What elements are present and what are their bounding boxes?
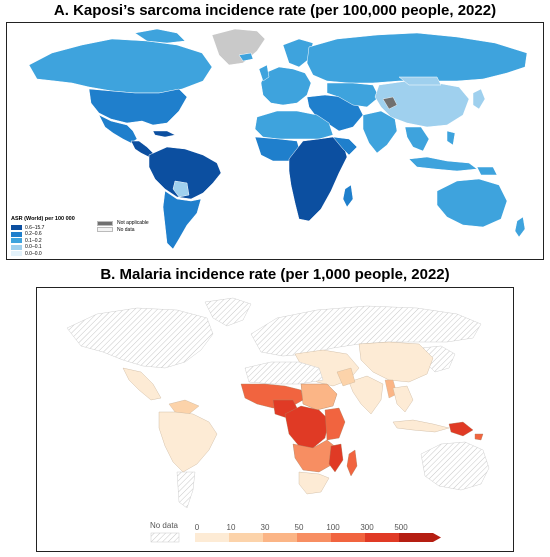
legend-label: 0.6–15.7 bbox=[25, 224, 45, 231]
philippines bbox=[446, 130, 456, 146]
scale-tick-label: 100 bbox=[326, 523, 340, 532]
india-endemic bbox=[348, 375, 384, 415]
arctic-islands bbox=[134, 28, 186, 44]
europe-west bbox=[260, 66, 312, 106]
bolivia bbox=[172, 180, 190, 198]
legend-label: 0.0–0.0 bbox=[25, 250, 42, 257]
scale-segment-2 bbox=[263, 533, 297, 542]
no-data-label-b: No data bbox=[149, 521, 179, 530]
japan-korea bbox=[472, 88, 486, 110]
caribbean bbox=[152, 130, 176, 138]
central-africa bbox=[284, 405, 330, 449]
legend-bin-1: 0.2–0.6 bbox=[11, 231, 75, 238]
north-america-nodata bbox=[66, 307, 214, 369]
papua-new-guinea-endemic bbox=[448, 421, 474, 437]
not-applicable-region bbox=[382, 96, 398, 110]
scale-segment-1 bbox=[229, 533, 263, 542]
mexico-central-america bbox=[122, 367, 162, 401]
east-africa bbox=[324, 407, 346, 441]
no-data-swatch-b bbox=[150, 532, 180, 543]
not-applicable-swatch bbox=[97, 220, 113, 226]
legend-bin-0: 0.6–15.7 bbox=[11, 225, 75, 232]
legend-swatch bbox=[11, 251, 22, 257]
india bbox=[362, 110, 398, 154]
scale-tick-label: 30 bbox=[261, 523, 270, 532]
legend-bin-3: 0.0–0.1 bbox=[11, 244, 75, 251]
north-africa bbox=[244, 361, 324, 385]
legend-label: 0.0–0.1 bbox=[25, 244, 42, 250]
south-south-america-nodata bbox=[176, 471, 196, 509]
malaria-color-scale: 0 10 30 50 100 300 500 bbox=[150, 523, 441, 543]
new-zealand bbox=[514, 216, 526, 238]
south-america-north bbox=[148, 146, 222, 200]
mongolia bbox=[398, 76, 442, 86]
scale-arrow bbox=[433, 533, 441, 542]
north-africa bbox=[254, 110, 334, 140]
panel-a-title: A. Kaposi’s sarcoma incidence rate (per … bbox=[53, 2, 497, 19]
malaria-map-svg bbox=[66, 297, 490, 509]
iceland bbox=[238, 52, 254, 62]
central-asia bbox=[326, 82, 380, 108]
scale-tick-label: 500 bbox=[394, 523, 408, 532]
south-america-endemic bbox=[158, 411, 218, 473]
legend-title: ASR (World) per 100 000 bbox=[11, 216, 75, 222]
scale-segment-3 bbox=[297, 533, 331, 542]
sudan-ethiopia bbox=[300, 383, 338, 411]
scale-segment-6 bbox=[399, 533, 433, 542]
legend-label: 0.1–0.2 bbox=[25, 237, 42, 244]
legend-swatch bbox=[11, 238, 22, 244]
china-endemic bbox=[358, 341, 434, 383]
southern-africa bbox=[298, 471, 330, 495]
pakistan-endemic bbox=[336, 367, 356, 387]
madagascar-endemic bbox=[346, 449, 358, 477]
legend-swatch bbox=[11, 231, 22, 237]
no-data-swatch bbox=[97, 227, 113, 233]
no-data-label: No data bbox=[117, 226, 135, 233]
scale-segment-5 bbox=[365, 533, 399, 542]
venezuela-guianas bbox=[168, 399, 200, 415]
scale-segment-4 bbox=[331, 533, 365, 542]
legend-swatch bbox=[11, 225, 22, 231]
kaposi-sarcoma-map: ASR (World) per 100 000 0.6–15.7 0.2–0.6 0… bbox=[6, 22, 544, 260]
scale-tick-label: 300 bbox=[360, 523, 374, 532]
horn-of-africa bbox=[332, 136, 358, 156]
madagascar bbox=[342, 184, 354, 208]
central-east-africa bbox=[288, 136, 348, 222]
usa bbox=[88, 88, 188, 126]
kaposi-legend-extra: Not applicable No data bbox=[97, 220, 149, 233]
legend-label: 0.2–0.6 bbox=[25, 231, 42, 237]
not-applicable-label: Not applicable bbox=[117, 220, 149, 226]
legend-swatch bbox=[11, 244, 22, 250]
solomon-islands bbox=[474, 433, 484, 441]
greenland bbox=[211, 28, 266, 66]
kaposi-map-svg bbox=[28, 28, 528, 250]
scale-tick-label: 50 bbox=[295, 523, 304, 532]
mozambique bbox=[328, 443, 344, 473]
legend-bin-4: 0.0–0.0 bbox=[11, 251, 75, 258]
australia bbox=[436, 178, 508, 228]
southeast-asia-endemic bbox=[392, 385, 414, 413]
indonesia-endemic bbox=[392, 419, 450, 433]
scale-tick-label: 10 bbox=[227, 523, 236, 532]
australia-nodata bbox=[420, 441, 490, 491]
legend-bin-2: 0.1–0.2 bbox=[11, 238, 75, 245]
legend-not-applicable: Not applicable bbox=[97, 220, 149, 227]
greenland-nodata bbox=[204, 297, 252, 327]
scale-segment-0 bbox=[195, 533, 229, 542]
indonesia bbox=[408, 156, 478, 172]
panel-b-title: B. Malaria incidence rate (per 1,000 peo… bbox=[100, 266, 450, 283]
uk bbox=[258, 64, 270, 82]
southeast-asia bbox=[404, 126, 430, 152]
kaposi-legend: ASR (World) per 100 000 0.6–15.7 0.2–0.6 0… bbox=[11, 216, 75, 257]
south-america-south bbox=[162, 190, 202, 250]
russia bbox=[306, 32, 528, 84]
canada-alaska bbox=[28, 38, 213, 94]
scale-tick-label: 0 bbox=[195, 523, 200, 532]
papua-new-guinea bbox=[476, 166, 498, 176]
malaria-map: No data 0 10 30 50 100 300 500 bbox=[36, 287, 514, 552]
legend-no-data: No data bbox=[97, 227, 149, 234]
